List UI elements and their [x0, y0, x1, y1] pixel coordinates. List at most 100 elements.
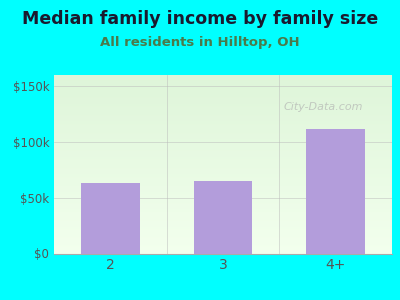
Bar [54, 237, 392, 238]
Bar [54, 154, 392, 155]
Bar [54, 191, 392, 192]
Bar [54, 189, 392, 190]
Bar [54, 99, 392, 100]
Bar [54, 149, 392, 150]
Bar [54, 179, 392, 180]
Bar [54, 204, 392, 205]
Bar [54, 228, 392, 229]
Bar [54, 166, 392, 167]
Bar [54, 199, 392, 200]
Bar [54, 238, 392, 239]
Bar [54, 94, 392, 95]
Bar [54, 139, 392, 140]
Bar [54, 229, 392, 230]
Bar [54, 148, 392, 149]
Bar [54, 92, 392, 93]
Bar [194, 181, 252, 254]
Bar [54, 176, 392, 177]
Bar [54, 109, 392, 110]
Bar [54, 248, 392, 249]
Bar [54, 200, 392, 201]
Bar [306, 128, 365, 254]
Bar [54, 245, 392, 246]
Bar [54, 185, 392, 186]
Bar [54, 90, 392, 91]
Bar [54, 241, 392, 242]
Bar [54, 97, 392, 98]
Bar [54, 187, 392, 188]
Bar [54, 226, 392, 227]
Bar [54, 165, 392, 166]
Bar [54, 119, 392, 120]
Bar [54, 138, 392, 139]
Bar [54, 208, 392, 209]
Bar [54, 232, 392, 233]
Bar [54, 222, 392, 223]
Bar [54, 152, 392, 153]
Bar [54, 80, 392, 81]
Bar [54, 129, 392, 130]
Bar [54, 145, 392, 146]
Bar [54, 205, 392, 206]
Bar [54, 192, 392, 193]
Bar [54, 253, 392, 254]
Bar [54, 135, 392, 136]
Bar [54, 147, 392, 148]
Bar [54, 210, 392, 211]
Bar [54, 77, 392, 78]
Bar [54, 141, 392, 142]
Bar [54, 81, 392, 82]
Bar [54, 121, 392, 122]
Bar [54, 240, 392, 241]
Bar [54, 122, 392, 123]
Bar [54, 89, 392, 90]
Bar [54, 195, 392, 196]
Bar [54, 168, 392, 169]
Bar [54, 136, 392, 137]
Bar [54, 164, 392, 165]
Bar [54, 184, 392, 185]
Bar [54, 193, 392, 194]
Bar [54, 162, 392, 163]
Bar [54, 244, 392, 245]
Bar [54, 95, 392, 96]
Bar [54, 115, 392, 116]
Bar [54, 246, 392, 247]
Bar [54, 116, 392, 117]
Bar [54, 223, 392, 224]
Bar [54, 224, 392, 225]
Bar [54, 112, 392, 113]
Bar [54, 124, 392, 125]
Bar [54, 155, 392, 156]
Bar [54, 213, 392, 214]
Bar [54, 243, 392, 244]
Text: All residents in Hilltop, OH: All residents in Hilltop, OH [100, 36, 300, 49]
Bar [54, 249, 392, 250]
Bar [54, 98, 392, 99]
Bar [54, 196, 392, 197]
Bar [54, 157, 392, 158]
Bar [54, 235, 392, 236]
Bar [54, 201, 392, 202]
Text: City-Data.com: City-Data.com [284, 102, 363, 112]
Bar [54, 105, 392, 106]
Bar [54, 101, 392, 102]
Bar [54, 107, 392, 108]
Bar [54, 110, 392, 111]
Bar [54, 188, 392, 189]
Bar [54, 214, 392, 215]
Bar [54, 130, 392, 131]
Bar [54, 106, 392, 107]
Bar [54, 242, 392, 243]
Bar [54, 102, 392, 103]
Bar [54, 84, 392, 85]
Bar [54, 239, 392, 240]
Bar [54, 178, 392, 179]
Text: Median family income by family size: Median family income by family size [22, 11, 378, 28]
Bar [54, 250, 392, 251]
Bar [54, 91, 392, 92]
Bar [54, 100, 392, 101]
Bar [54, 180, 392, 181]
Bar [54, 169, 392, 170]
Bar [54, 207, 392, 208]
